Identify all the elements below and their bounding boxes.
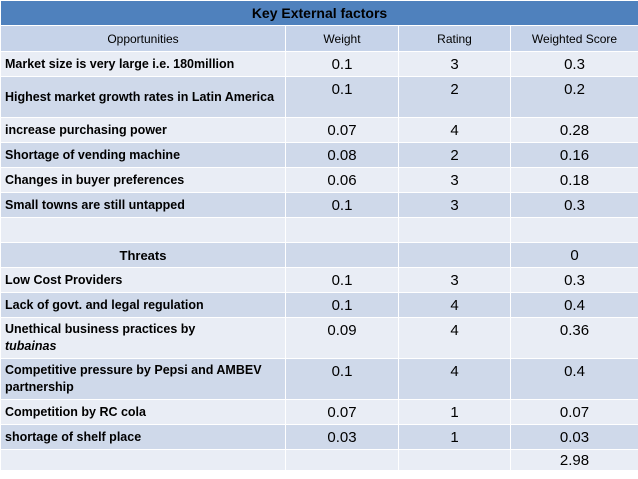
score-cell: 0.4 bbox=[509, 358, 638, 400]
weight-cell: 0.08 bbox=[285, 142, 399, 168]
weight-cell: 0.1 bbox=[285, 51, 399, 77]
empty-cell bbox=[398, 217, 511, 243]
rating-cell: 2 bbox=[398, 142, 511, 168]
table-title-row: Key External factors bbox=[0, 0, 638, 26]
score-cell: 0 bbox=[509, 242, 638, 268]
weight-cell: 0.1 bbox=[285, 358, 399, 400]
empty-cell bbox=[398, 449, 511, 471]
table-row: Unethical business practices by tubainas … bbox=[0, 317, 638, 359]
score-cell: 0.07 bbox=[509, 399, 638, 425]
score-cell: 0.03 bbox=[509, 424, 638, 450]
table-row: shortage of shelf place 0.03 1 0.03 bbox=[0, 424, 638, 450]
table-row: Competition by RC cola 0.07 1 0.07 bbox=[0, 399, 638, 425]
factor-cell: Low Cost Providers bbox=[0, 267, 286, 293]
empty-row bbox=[0, 217, 638, 243]
factor-text: Unethical business practices by bbox=[5, 322, 196, 336]
table-row: Shortage of vending machine 0.08 2 0.16 bbox=[0, 142, 638, 168]
weight-cell: 0.1 bbox=[285, 292, 399, 318]
score-cell: 0.18 bbox=[509, 167, 638, 193]
factor-cell: increase purchasing power bbox=[0, 117, 286, 143]
empty-cell bbox=[285, 217, 399, 243]
score-cell: 0.3 bbox=[509, 192, 638, 218]
rating-cell: 1 bbox=[398, 424, 511, 450]
table-row: Lack of govt. and legal regulation 0.1 4… bbox=[0, 292, 638, 318]
weight-cell: 0.07 bbox=[285, 117, 399, 143]
rating-cell: 3 bbox=[398, 51, 511, 77]
factor-cell: shortage of shelf place bbox=[0, 424, 286, 450]
header-row: Opportunities Weight Rating Weighted Sco… bbox=[0, 25, 638, 52]
total-score-cell: 2.98 bbox=[509, 449, 638, 471]
rating-cell: 3 bbox=[398, 167, 511, 193]
total-row: 2.98 bbox=[0, 449, 638, 471]
factor-cell: Highest market growth rates in Latin Ame… bbox=[0, 76, 286, 118]
threats-section-label: Threats bbox=[0, 242, 286, 268]
weight-cell: 0.1 bbox=[285, 192, 399, 218]
factor-italic-text: tubainas bbox=[5, 339, 57, 353]
weight-cell: 0.06 bbox=[285, 167, 399, 193]
table-row: Low Cost Providers 0.1 3 0.3 bbox=[0, 267, 638, 293]
header-opportunities: Opportunities bbox=[0, 25, 286, 52]
weight-cell: 0.07 bbox=[285, 399, 399, 425]
score-cell: 0.4 bbox=[509, 292, 638, 318]
empty-cell bbox=[285, 242, 399, 268]
header-rating: Rating bbox=[398, 25, 511, 52]
factor-cell: Competition by RC cola bbox=[0, 399, 286, 425]
empty-cell bbox=[285, 449, 399, 471]
empty-cell bbox=[509, 217, 638, 243]
factor-cell: Market size is very large i.e. 180millio… bbox=[0, 51, 286, 77]
weight-cell: 0.09 bbox=[285, 317, 399, 359]
factor-cell: Lack of govt. and legal regulation bbox=[0, 292, 286, 318]
weight-cell: 0.1 bbox=[285, 267, 399, 293]
factor-cell: Competitive pressure by Pepsi and AMBEV … bbox=[0, 358, 286, 400]
rating-cell: 3 bbox=[398, 267, 511, 293]
score-cell: 0.36 bbox=[509, 317, 638, 359]
threats-section-row: Threats 0 bbox=[0, 242, 638, 268]
rating-cell: 4 bbox=[398, 292, 511, 318]
rating-cell: 1 bbox=[398, 399, 511, 425]
rating-cell: 3 bbox=[398, 192, 511, 218]
score-cell: 0.2 bbox=[509, 76, 638, 118]
table-row: Highest market growth rates in Latin Ame… bbox=[0, 76, 638, 118]
empty-cell bbox=[0, 217, 286, 243]
rating-cell: 4 bbox=[398, 317, 511, 359]
empty-cell bbox=[398, 242, 511, 268]
header-weighted-score: Weighted Score bbox=[509, 25, 638, 52]
table-row: Market size is very large i.e. 180millio… bbox=[0, 51, 638, 77]
factor-cell: Shortage of vending machine bbox=[0, 142, 286, 168]
table-row: increase purchasing power 0.07 4 0.28 bbox=[0, 117, 638, 143]
factor-cell: Changes in buyer preferences bbox=[0, 167, 286, 193]
score-cell: 0.3 bbox=[509, 267, 638, 293]
factor-cell: Unethical business practices by tubainas bbox=[0, 317, 286, 359]
factor-cell: Small towns are still untapped bbox=[0, 192, 286, 218]
rating-cell: 4 bbox=[398, 358, 511, 400]
score-cell: 0.28 bbox=[509, 117, 638, 143]
table-title: Key External factors bbox=[0, 0, 638, 26]
weight-cell: 0.1 bbox=[285, 76, 399, 118]
empty-cell bbox=[0, 449, 286, 471]
table-row: Small towns are still untapped 0.1 3 0.3 bbox=[0, 192, 638, 218]
header-weight: Weight bbox=[285, 25, 399, 52]
table-row: Changes in buyer preferences 0.06 3 0.18 bbox=[0, 167, 638, 193]
score-cell: 0.16 bbox=[509, 142, 638, 168]
weight-cell: 0.03 bbox=[285, 424, 399, 450]
score-cell: 0.3 bbox=[509, 51, 638, 77]
table-row: Competitive pressure by Pepsi and AMBEV … bbox=[0, 358, 638, 400]
rating-cell: 2 bbox=[398, 76, 511, 118]
rating-cell: 4 bbox=[398, 117, 511, 143]
